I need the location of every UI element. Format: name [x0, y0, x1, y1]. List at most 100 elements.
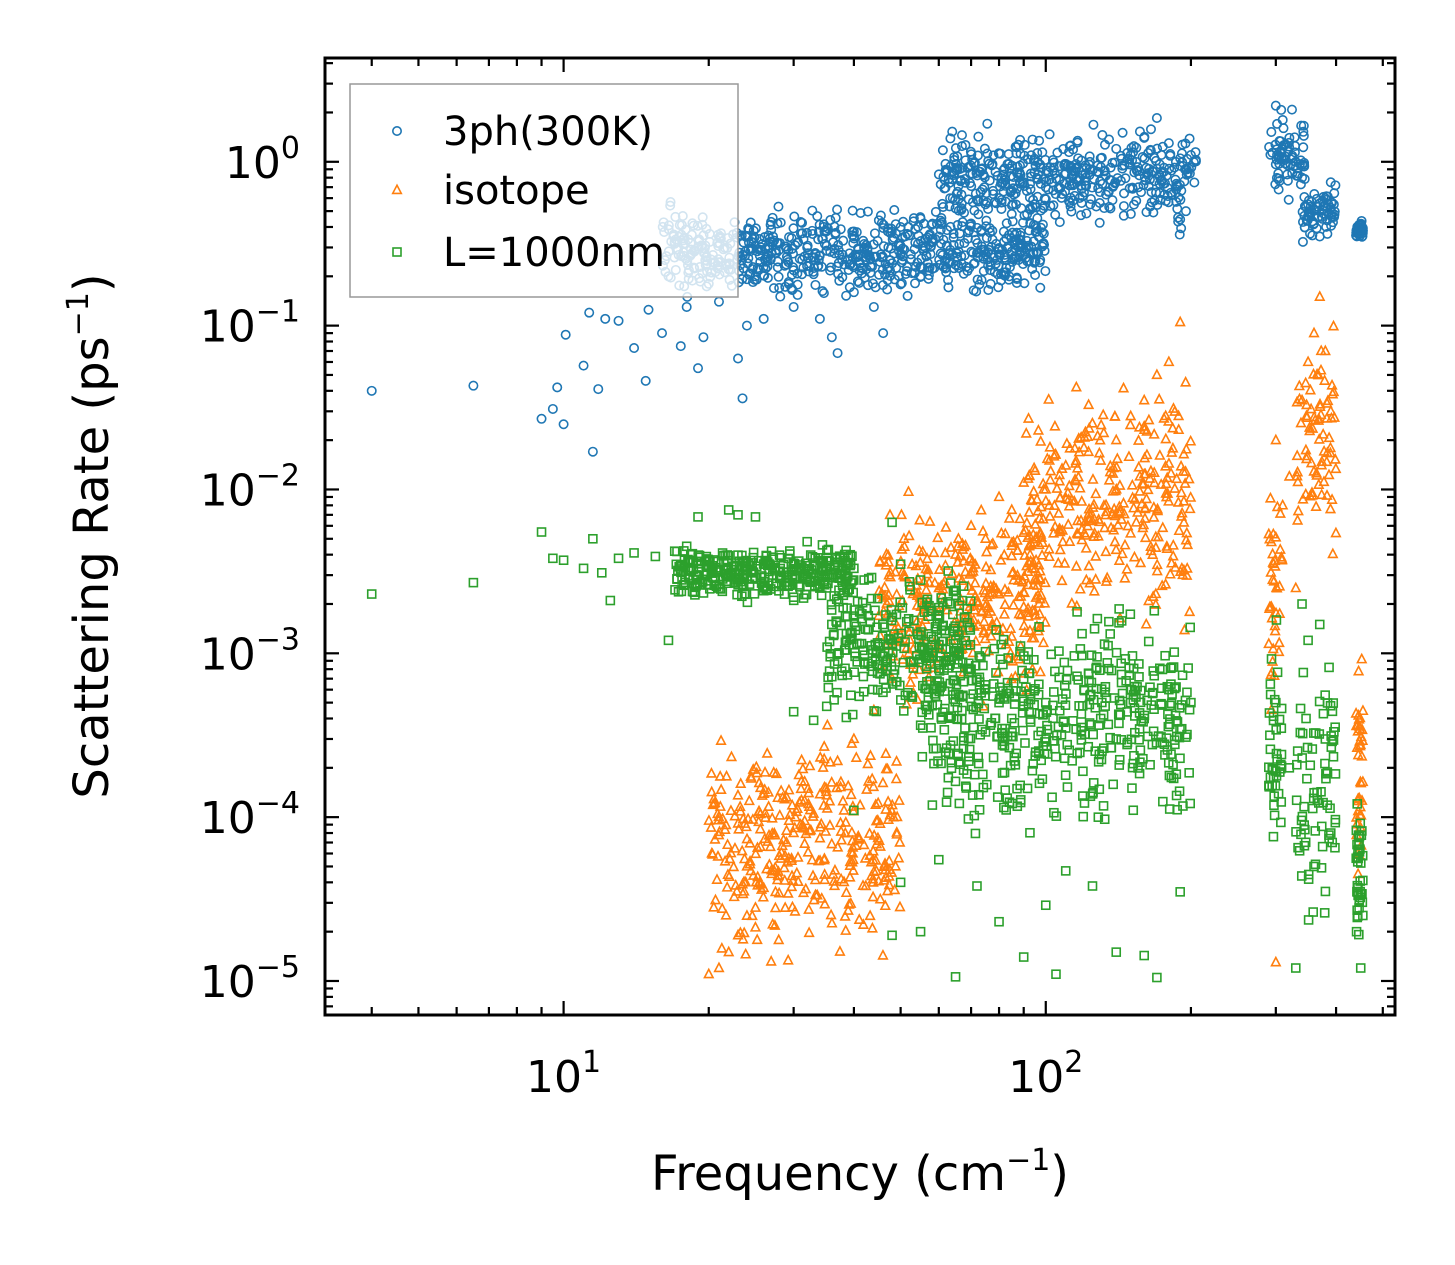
- data-point: [1040, 900, 1051, 911]
- data-point: [808, 269, 819, 280]
- data-point: [878, 674, 889, 685]
- data-point: [824, 794, 836, 806]
- data-point: [718, 551, 728, 561]
- data-point: [872, 593, 883, 604]
- data-point: [1293, 842, 1303, 853]
- data-point: [828, 879, 841, 891]
- data-point: [950, 203, 961, 214]
- data-point: [963, 733, 974, 744]
- data-point: [844, 859, 856, 870]
- data-point: [1140, 617, 1152, 629]
- data-point: [1324, 830, 1334, 840]
- data-point: [1005, 187, 1016, 198]
- data-point: [740, 947, 752, 959]
- data-point: [1100, 545, 1112, 557]
- data-point: [988, 581, 1001, 593]
- data-point: [962, 227, 973, 238]
- data-point: [932, 676, 942, 686]
- data-point: [1018, 725, 1028, 736]
- data-point: [1124, 526, 1137, 538]
- data-point: [1117, 496, 1130, 508]
- data-point: [950, 621, 960, 631]
- data-point: [1022, 578, 1034, 590]
- data-point: [845, 897, 857, 908]
- data-point: [1145, 759, 1155, 770]
- data-point: [1054, 543, 1066, 555]
- data-point: [1283, 469, 1295, 481]
- data-point: [891, 827, 903, 839]
- data-point: [1355, 886, 1365, 897]
- data-point: [847, 205, 858, 216]
- data-point: [802, 782, 814, 794]
- data-point: [1093, 167, 1104, 178]
- data-point: [761, 256, 772, 267]
- data-point: [904, 676, 917, 687]
- data-point: [1056, 192, 1067, 203]
- data-point: [883, 594, 895, 606]
- data-point: [1019, 626, 1031, 638]
- data-point: [1358, 910, 1368, 921]
- data-point: [1128, 805, 1139, 816]
- data-point: [1352, 748, 1364, 760]
- data-point: [789, 810, 802, 822]
- data-point: [1018, 259, 1029, 270]
- data-point: [750, 760, 762, 772]
- data-point: [1110, 433, 1122, 445]
- data-point: [932, 531, 944, 543]
- data-point: [882, 813, 895, 824]
- data-point: [1100, 575, 1112, 586]
- data-point: [849, 667, 860, 677]
- data-point: [738, 884, 750, 896]
- data-point: [980, 199, 991, 210]
- data-point: [964, 744, 975, 755]
- data-point: [1097, 408, 1109, 420]
- data-point: [596, 568, 607, 578]
- data-point: [1325, 828, 1336, 838]
- data-point: [1297, 728, 1308, 739]
- data-point: [1004, 646, 1017, 658]
- data-point: [824, 555, 834, 566]
- data-point: [1088, 729, 1098, 740]
- data-point: [951, 248, 962, 259]
- data-point: [936, 217, 947, 228]
- data-point: [578, 360, 589, 371]
- data-point: [956, 175, 967, 186]
- data-point: [1146, 187, 1157, 198]
- data-point: [1307, 744, 1318, 754]
- data-point: [712, 807, 724, 819]
- data-point: [749, 274, 760, 285]
- data-point: [890, 772, 902, 784]
- data-point: [917, 620, 929, 632]
- data-point: [741, 832, 753, 844]
- data-point: [990, 713, 1000, 724]
- legend-box: [349, 83, 739, 298]
- data-point: [759, 811, 772, 823]
- data-point: [1077, 628, 1087, 639]
- data-point: [1078, 431, 1091, 442]
- data-point: [818, 288, 829, 299]
- data-point: [681, 301, 692, 312]
- data-point: [883, 588, 895, 600]
- data-point: [870, 814, 883, 826]
- data-point: [973, 758, 984, 769]
- data-point: [874, 555, 886, 567]
- data-point: [928, 546, 940, 558]
- data-point: [921, 567, 933, 579]
- data-point: [711, 873, 723, 884]
- data-point: [1027, 134, 1038, 145]
- data-point: [788, 592, 799, 603]
- data-point: [978, 266, 989, 277]
- data-point: [1111, 734, 1122, 744]
- data-point: [1175, 753, 1185, 764]
- data-point: [779, 260, 790, 271]
- data-point: [1040, 494, 1052, 506]
- data-point: [1055, 182, 1066, 193]
- data-point: [1185, 798, 1196, 809]
- data-point: [1077, 700, 1088, 711]
- data-point: [931, 624, 942, 634]
- data-point: [954, 692, 965, 702]
- data-point: [825, 648, 836, 659]
- data-point: [1160, 750, 1170, 760]
- data-point: [772, 262, 783, 273]
- data-point: [1150, 587, 1162, 599]
